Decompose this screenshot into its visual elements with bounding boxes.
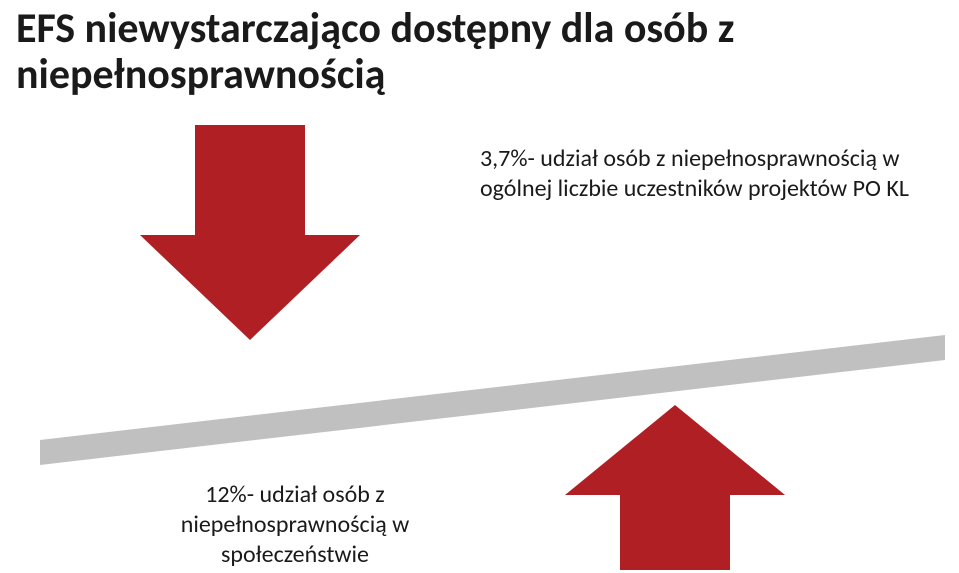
slide-title: EFS niewystarczająco dostępny dla osób z…: [16, 6, 943, 98]
down-arrow-path: [140, 125, 360, 340]
up-arrow-path: [565, 405, 785, 570]
bottom-stat-label: 12%- udział osób z niepełnosprawnością w…: [130, 480, 460, 570]
top-stat-label: 3,7%- udział osób z niepełnosprawnością …: [480, 144, 910, 204]
up-arrow-icon: [565, 405, 785, 570]
balance-bar: [40, 335, 945, 465]
bar-path: [40, 335, 945, 465]
down-arrow-icon: [140, 125, 360, 340]
